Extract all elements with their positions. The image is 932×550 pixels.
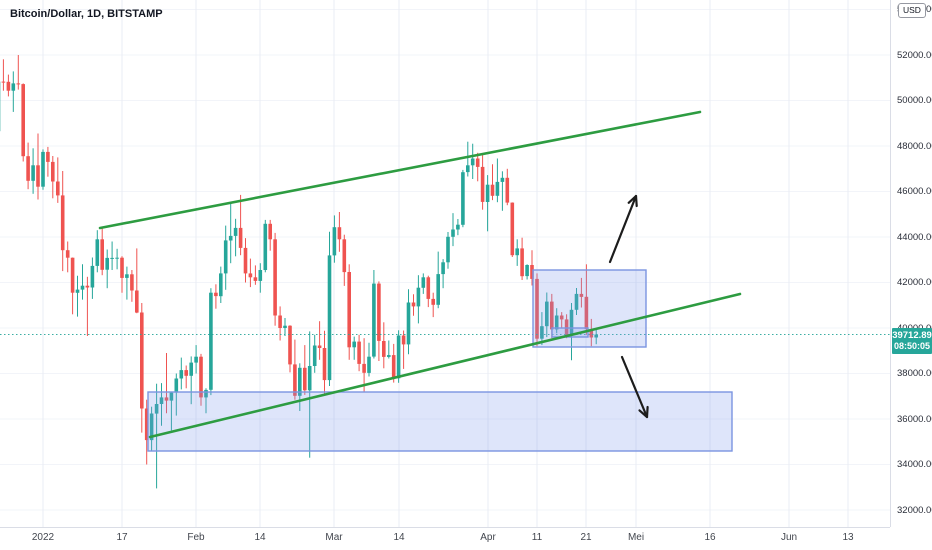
channel-lower-trendline[interactable] [148,292,742,439]
price-tick-label: 34000.00 [897,459,932,470]
breakout-up-arrow[interactable] [608,194,638,264]
axis-corner [890,527,932,550]
price-tick-label: 48000.00 [897,140,932,152]
time-tick-label: 14 [393,532,405,543]
price-tick-label: 44000.00 [897,231,932,243]
time-tick-label: Feb [187,532,205,543]
time-tick-label: Jun [780,532,798,543]
last-price-value: 39712.89 [892,329,932,341]
time-tick-label: 16 [704,532,716,543]
price-tick-label: 42000.00 [897,277,932,288]
price-tick-label: 36000.00 [897,413,932,425]
channel-upper-trendline[interactable] [98,110,702,230]
time-tick-label: 14 [254,532,266,543]
price-tick-label: 38000.00 [897,368,932,379]
last-price-badge: 39712.89 08:50:05 [892,327,932,354]
time-tick-label: 21 [580,532,592,543]
price-tick-label: 32000.00 [897,504,932,516]
breakdown-down-arrow[interactable] [620,355,649,419]
time-tick-label: 11 [531,532,543,543]
price-axis[interactable]: USD 39712.89 08:50:05 54000.0052000.0050… [890,0,932,527]
time-axis[interactable]: 2022 17 Feb 14 Mar 14 Apr 11 21 Mei 16 Jun 13 [0,527,932,550]
time-tick-label: Apr [480,532,496,543]
price-tick-label: 50000.00 [897,95,932,106]
entry-box-rect[interactable] [551,327,589,338]
currency-toggle-button[interactable]: USD [898,3,926,18]
bar-countdown-timer: 08:50:05 [893,340,931,351]
candles [0,55,598,489]
time-tick-label: 17 [116,532,128,543]
symbol-title[interactable]: Bitcoin/Dollar, 1D, BITSTAMP [10,8,163,20]
time-tick-label: Mar [325,532,343,543]
time-tick-label: 13 [842,532,854,543]
price-tick-label: 52000.00 [897,49,932,61]
time-tick-label: 2022 [31,532,55,543]
time-tick-label: Mei [627,532,645,543]
supply-zone-rect[interactable] [532,269,647,348]
candlestick-chart[interactable] [0,0,890,527]
demand-zone-rect[interactable] [147,391,733,452]
chart-pane[interactable]: Bitcoin/Dollar, 1D, BITSTAMP [0,0,890,527]
price-tick-label: 46000.00 [897,186,932,197]
